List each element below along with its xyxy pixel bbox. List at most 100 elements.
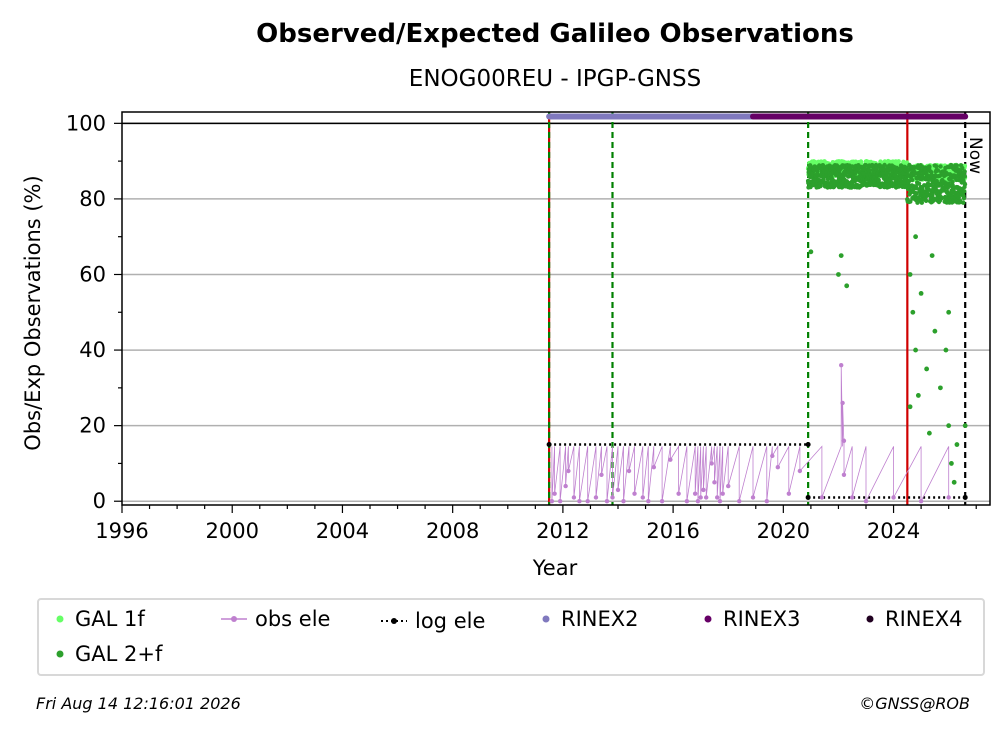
footer-timestamp: Fri Aug 14 12:16:01 2026 <box>36 694 241 713</box>
x-tick-label: 2012 <box>536 519 589 543</box>
data-point <box>938 385 943 391</box>
footer-credit: ©GNSS@ROB <box>859 694 970 713</box>
data-point <box>938 164 943 169</box>
data-point <box>913 347 918 353</box>
obs-ele-point <box>651 465 657 470</box>
data-point <box>960 165 965 171</box>
obs-ele-line <box>551 365 950 502</box>
data-point <box>962 423 968 429</box>
obs-ele-point <box>946 495 951 500</box>
obs-ele-point <box>552 491 557 496</box>
y-axis-label: Obs/Exp Observations (%) <box>21 175 45 450</box>
obs-ele-point <box>577 499 582 504</box>
data-point <box>935 168 941 173</box>
x-tick-label: 2024 <box>867 519 920 543</box>
data-point <box>896 159 901 164</box>
obs-ele-point <box>599 472 604 477</box>
data-point <box>949 461 954 466</box>
x-tick-label: 1996 <box>95 519 148 543</box>
data-point <box>913 234 918 240</box>
data-point <box>929 253 935 258</box>
obs-ele-point <box>703 495 709 500</box>
legend-label-rinex3: RINEX3 <box>723 607 801 631</box>
obs-ele-point <box>737 499 742 504</box>
obs-ele-point <box>819 495 825 500</box>
data-point <box>844 283 850 289</box>
grid <box>122 122 990 502</box>
obs-ele-point <box>717 499 723 504</box>
data-point <box>916 181 922 186</box>
obs-ele-point <box>775 465 781 470</box>
chart-title: Observed/Expected Galileo Observations <box>256 19 854 49</box>
data-point <box>923 198 929 203</box>
y-tick-label: 80 <box>79 187 106 211</box>
data-point <box>943 194 948 200</box>
obs-ele-point <box>632 491 637 496</box>
log-ele-point <box>805 494 811 500</box>
series-gal-2-f <box>805 162 968 485</box>
obs-ele-point <box>726 483 731 489</box>
y-tick-label: 20 <box>79 414 106 438</box>
obs-ele-point <box>918 499 924 504</box>
legend-label-rinex2: RINEX2 <box>561 607 639 631</box>
data-point <box>934 164 939 169</box>
axes: 1996 2000 2004 2008 2012 2016 2020 2024 0 20 40 60 8… <box>66 111 991 543</box>
obs-ele-point <box>571 495 577 500</box>
obs-ele-point <box>659 499 665 504</box>
obs-ele-point <box>764 499 769 504</box>
data-point <box>962 182 968 187</box>
x-tick-label: 2008 <box>426 519 479 543</box>
obs-ele-point <box>646 499 651 504</box>
y-tick-label: 60 <box>79 262 106 286</box>
obs-ele-point <box>841 472 847 477</box>
obs-ele-point <box>786 491 792 496</box>
data-point <box>946 309 952 315</box>
x-axis-label: Year <box>532 556 578 580</box>
obs-ele-point <box>585 499 590 504</box>
obs-ele-point <box>695 499 701 504</box>
x-tick-label: 2004 <box>316 519 369 543</box>
legend: GAL 1f obs ele log ele RINEX2 RINEX3 RIN… <box>37 598 985 676</box>
obs-ele-point <box>750 495 756 500</box>
data-point <box>937 173 943 178</box>
obs-ele-point <box>712 480 717 485</box>
now-label: Now <box>965 137 985 174</box>
obs-ele-point <box>701 487 706 493</box>
plot-frame <box>121 111 991 506</box>
data-point <box>908 199 913 204</box>
data-point <box>927 164 932 169</box>
obs-ele-point <box>692 491 698 496</box>
obs-ele-point <box>863 499 869 504</box>
obs-ele-point <box>841 438 847 443</box>
data-point <box>946 181 951 186</box>
obs-ele-point <box>720 491 725 496</box>
obs-ele-point <box>839 362 844 368</box>
obs-ele-point <box>621 499 626 504</box>
obs-ele-point <box>668 457 673 462</box>
data-point <box>918 290 924 296</box>
obs-ele-point <box>566 468 571 474</box>
data-point <box>954 442 960 447</box>
data-point <box>946 423 952 429</box>
obs-ele-point <box>626 468 632 474</box>
log-ele-point <box>546 442 552 448</box>
obs-ele-point <box>684 499 690 504</box>
data-point <box>907 404 913 410</box>
chart-subtitle: ENOG00REU - IPGP-GNSS <box>409 66 701 92</box>
x-tick-label: 2020 <box>757 519 810 543</box>
x-tick-label: 2016 <box>646 519 699 543</box>
obs-ele-point <box>615 487 621 493</box>
data-point <box>915 393 921 398</box>
data-point <box>808 249 814 255</box>
obs-ele-point <box>715 495 720 500</box>
data-point <box>930 192 935 197</box>
y-tick-label: 100 <box>66 111 106 135</box>
data-point <box>926 430 932 436</box>
obs-ele-point <box>676 491 681 496</box>
data-point <box>919 200 924 205</box>
legend-label-log-ele: log ele <box>415 609 486 633</box>
data-point <box>951 479 957 485</box>
obs-ele-point <box>709 461 714 466</box>
obs-ele-point <box>557 499 563 504</box>
data-point <box>910 177 915 183</box>
